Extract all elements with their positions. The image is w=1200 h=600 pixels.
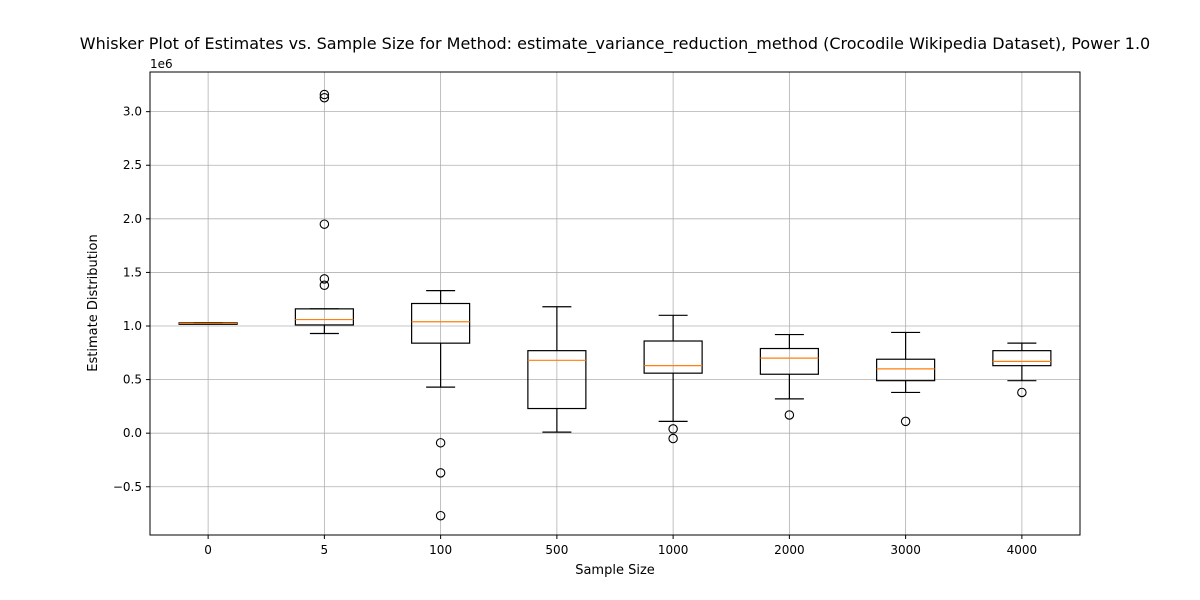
y-tick-label: −0.5 bbox=[113, 480, 142, 494]
outlier-point bbox=[319, 280, 330, 291]
x-tick-label: 0 bbox=[204, 543, 212, 557]
iqr-box bbox=[992, 350, 1052, 367]
outlier-point bbox=[435, 510, 446, 521]
y-tick-label: 0.5 bbox=[123, 373, 142, 387]
plot-frame bbox=[149, 71, 1081, 536]
outlier-point bbox=[784, 410, 795, 420]
outlier-point bbox=[319, 219, 330, 229]
x-tick-label: 100 bbox=[429, 543, 452, 557]
y-offset-label: 1e6 bbox=[150, 57, 173, 71]
iqr-box bbox=[759, 347, 819, 375]
iqr-box bbox=[527, 350, 587, 410]
y-tick-label: 2.5 bbox=[123, 158, 142, 172]
outlier-point bbox=[319, 92, 330, 103]
tick-layer: −0.5 0.0 0.5 1.0 1.5 2.0 2.5 3.0 0 5 100 500 1000 200… bbox=[113, 105, 1037, 557]
y-axis-label: Estimate Distribution bbox=[86, 234, 101, 371]
outlier-point bbox=[668, 424, 678, 434]
x-tick-label: 2000 bbox=[774, 543, 805, 557]
outlier-point bbox=[319, 274, 330, 284]
iqr-box bbox=[643, 340, 703, 374]
x-tick-label: 5 bbox=[321, 543, 329, 557]
outlier-point bbox=[319, 89, 330, 100]
y-tick-label: 1.5 bbox=[123, 265, 142, 279]
y-tick-label: 1.0 bbox=[123, 319, 142, 333]
x-tick-label: 1000 bbox=[658, 543, 689, 557]
outlier-point bbox=[668, 433, 678, 444]
y-tick-label: 0.0 bbox=[123, 426, 142, 440]
y-tick-label: 3.0 bbox=[123, 105, 142, 119]
outlier-point bbox=[435, 468, 446, 478]
x-axis-label: Sample Size bbox=[575, 563, 655, 578]
x-tick-label: 4000 bbox=[1007, 543, 1038, 557]
grid-layer bbox=[150, 72, 1080, 535]
iqr-box bbox=[411, 302, 471, 344]
x-tick-label: 3000 bbox=[890, 543, 921, 557]
outlier-point bbox=[1017, 387, 1027, 398]
outlier-point bbox=[435, 438, 446, 448]
box-layer bbox=[178, 89, 1052, 521]
outlier-point bbox=[900, 416, 911, 427]
x-tick-label: 500 bbox=[545, 543, 568, 557]
iqr-box bbox=[876, 358, 936, 382]
y-tick-label: 2.0 bbox=[123, 212, 142, 226]
iqr-box bbox=[294, 308, 354, 326]
chart-title: Whisker Plot of Estimates vs. Sample Siz… bbox=[80, 34, 1150, 54]
